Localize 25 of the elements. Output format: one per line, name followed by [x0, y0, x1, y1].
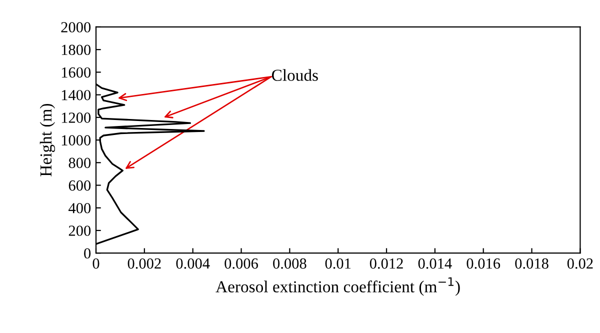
y-tick-label: 1200: [62, 112, 91, 123]
y-tick-label: 800: [68, 158, 91, 168]
annotation: Clouds: [272, 69, 318, 81]
y-tick-label: 0: [84, 248, 91, 259]
y-tick-label: 1600: [62, 67, 91, 78]
x-tick-label: 0: [92, 258, 100, 269]
y-tick-label: 1400: [62, 90, 91, 100]
x-tick-label: 0.002: [128, 258, 161, 269]
y-tick-label: 600: [68, 180, 91, 191]
y-tick-label: 400: [68, 203, 91, 214]
x-tick-label: 0.02: [567, 258, 593, 269]
y-axis-title: Height (m): [40, 104, 56, 176]
y-tick-label: 1800: [62, 44, 91, 56]
y-tick-label: 1000: [62, 135, 91, 146]
x-tick-label: 0.018: [515, 258, 548, 269]
x-tick-label: 0.008: [273, 258, 306, 269]
y-tick-label: 2000: [61, 22, 91, 32]
x-tick-label: 0.012: [370, 258, 403, 269]
x-tick-label: 0.006: [224, 258, 258, 269]
x-tick-label: 0.016: [466, 258, 500, 269]
y-tick-label: 200: [68, 226, 91, 236]
x-tick-label: 0.01: [325, 258, 351, 269]
x-tick-label: 0.014: [418, 258, 452, 269]
x-axis-title: Aerosol extinction coefficient (m$^{−1}$): [216, 277, 460, 296]
x-tick-label: 0.004: [176, 258, 210, 269]
